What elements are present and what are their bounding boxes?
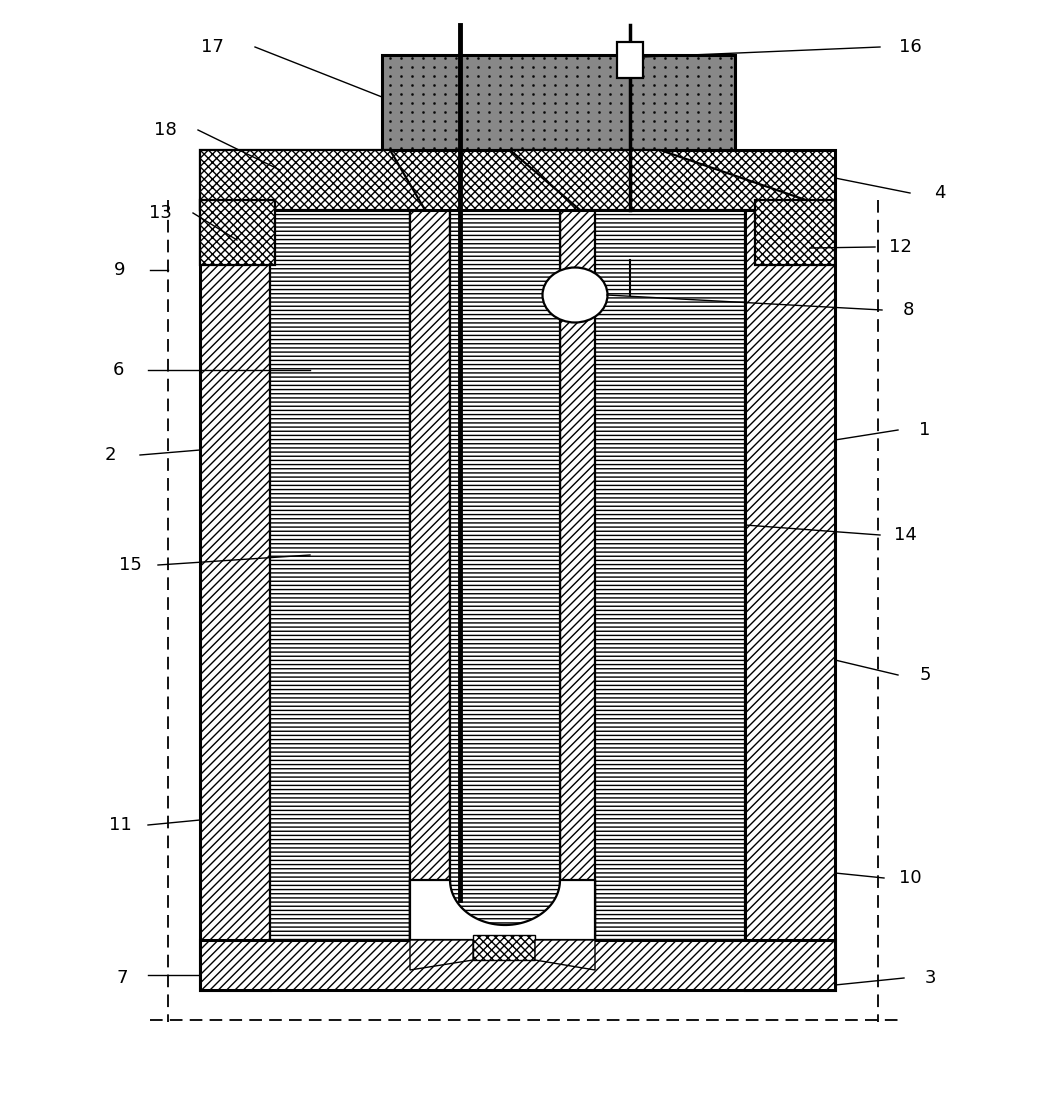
Polygon shape (560, 880, 595, 940)
Text: 16: 16 (899, 38, 921, 56)
Text: 10: 10 (899, 869, 921, 887)
Polygon shape (410, 940, 473, 970)
Bar (382, 55, 735, 151)
Text: 7: 7 (117, 969, 127, 987)
Bar (201, 200, 275, 265)
Bar (590, 200, 745, 940)
Text: 18: 18 (154, 121, 176, 139)
Text: 14: 14 (893, 526, 917, 544)
Polygon shape (410, 880, 595, 940)
Polygon shape (201, 151, 425, 210)
Ellipse shape (542, 268, 608, 322)
Text: 6: 6 (112, 361, 124, 379)
Bar (410, 200, 450, 940)
Text: 1: 1 (919, 421, 930, 439)
Bar (450, 200, 560, 935)
Text: 5: 5 (919, 666, 930, 684)
Bar (745, 200, 835, 990)
Text: 3: 3 (924, 969, 936, 987)
Bar (201, 200, 269, 990)
Bar (473, 935, 535, 960)
Text: 15: 15 (119, 556, 141, 575)
Bar (560, 200, 595, 940)
Text: 13: 13 (149, 204, 172, 223)
Bar (618, 42, 643, 77)
Text: 12: 12 (888, 238, 911, 256)
Text: 11: 11 (108, 816, 132, 834)
Bar (201, 940, 835, 990)
Polygon shape (510, 151, 835, 210)
Text: 8: 8 (902, 301, 914, 319)
Bar (269, 200, 410, 940)
Text: 9: 9 (115, 261, 126, 279)
Polygon shape (410, 880, 450, 940)
Bar (201, 151, 835, 210)
Text: 2: 2 (104, 446, 116, 464)
Polygon shape (535, 940, 595, 970)
Text: 17: 17 (201, 38, 224, 56)
Bar (755, 200, 835, 265)
Text: 4: 4 (935, 184, 945, 201)
